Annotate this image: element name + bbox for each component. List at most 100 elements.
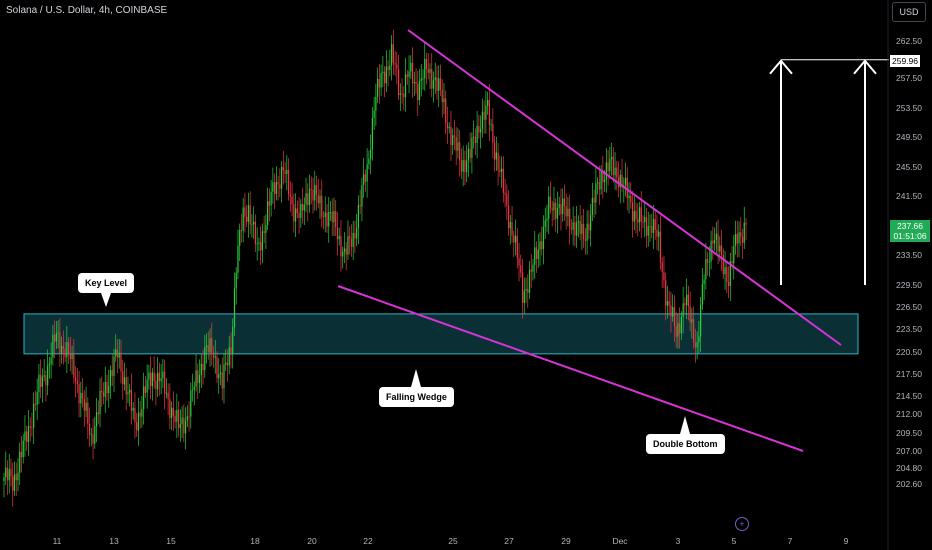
candle-body: [274, 182, 276, 194]
candle-body: [90, 434, 92, 436]
candle-body: [486, 100, 489, 106]
candle-body: [275, 182, 277, 194]
candle-body: [630, 195, 632, 203]
candle-body: [389, 65, 391, 70]
candle-body: [417, 83, 419, 101]
candle-body: [6, 467, 9, 481]
x-tick-label: 13: [109, 536, 119, 546]
candle-body: [686, 294, 688, 306]
arrow-up-icon: [769, 59, 793, 75]
y-tick-label: 249.50: [896, 132, 922, 143]
x-tick-label: 9: [843, 536, 849, 546]
candle-body: [202, 363, 204, 371]
candle-body: [385, 66, 387, 84]
candle-body: [247, 205, 250, 222]
candle-body: [8, 469, 10, 481]
candle-body: [576, 222, 578, 236]
candle-body: [284, 170, 286, 175]
candle-body: [172, 407, 174, 416]
candle-body: [706, 259, 709, 263]
candle-body: [469, 148, 471, 158]
candle-body: [638, 207, 641, 223]
candle-body: [146, 379, 148, 393]
candle-body: [34, 403, 37, 405]
x-tick-label: 25: [448, 536, 458, 546]
candle-body: [177, 409, 180, 428]
countdown-value: 01:51:06: [893, 231, 927, 241]
candle-body: [680, 317, 683, 334]
candle-body: [74, 377, 77, 382]
candle-body: [734, 234, 737, 247]
candle-body: [324, 212, 326, 217]
candle-body: [364, 174, 367, 182]
candle-body: [741, 236, 744, 243]
candle-body: [113, 356, 115, 377]
candle-body: [221, 372, 223, 389]
candle-body: [167, 392, 169, 400]
candle-body: [439, 78, 442, 90]
candle-body: [130, 389, 133, 411]
candle-body: [530, 269, 532, 272]
candle-body: [415, 82, 417, 84]
candle-body: [644, 217, 646, 222]
candle-body: [127, 392, 129, 395]
candle-body: [179, 424, 181, 428]
candle-body: [712, 240, 714, 244]
plus-circle-icon[interactable]: +: [735, 517, 749, 531]
candle-body: [471, 137, 473, 158]
candle-body: [523, 290, 525, 303]
candle-body: [534, 247, 536, 265]
candle-body: [122, 371, 124, 385]
candle-body: [507, 205, 510, 229]
candle-body: [504, 192, 506, 195]
currency-button[interactable]: USD: [892, 2, 926, 22]
candle-body: [452, 135, 454, 145]
candle-body: [537, 249, 539, 260]
candle-body: [567, 208, 569, 217]
candle-body: [270, 191, 272, 206]
candle-body: [457, 142, 459, 151]
candle-body: [125, 377, 127, 395]
candle-body: [579, 221, 581, 234]
candle-body: [621, 174, 623, 188]
target-price-tag: 259.96: [890, 55, 920, 67]
candle-body: [280, 166, 283, 189]
candle-body: [560, 204, 562, 215]
candle-body: [590, 214, 592, 231]
candle-body: [520, 265, 522, 273]
x-tick-label: 20: [307, 536, 317, 546]
candle-body: [176, 409, 178, 422]
candle-body: [640, 207, 642, 222]
candle-body: [350, 238, 353, 247]
candle-body: [333, 211, 335, 223]
candle-body: [403, 93, 405, 98]
candle-body: [356, 227, 358, 239]
candle-body: [296, 208, 298, 214]
y-tick-label: 245.50: [896, 161, 922, 172]
candle-body: [740, 232, 742, 237]
candle-body: [207, 345, 209, 353]
candle-body: [48, 363, 51, 366]
candle-body: [481, 111, 483, 129]
candle-body: [312, 189, 314, 201]
candle-body: [460, 160, 463, 172]
candle-body: [366, 164, 368, 182]
candle-body: [342, 251, 344, 257]
candle-body: [242, 207, 244, 231]
candle-body: [410, 62, 412, 72]
candle-body: [78, 384, 80, 404]
y-tick-label: 220.50: [896, 346, 922, 357]
candle-body: [438, 78, 440, 91]
candle-body: [328, 212, 330, 227]
candle-body: [209, 338, 211, 353]
candle-body: [301, 203, 304, 211]
candle-body: [305, 193, 307, 205]
candle-body: [359, 205, 361, 207]
candle-body: [52, 334, 54, 358]
candle-body: [719, 245, 721, 252]
candle-body: [57, 332, 59, 334]
candle-body: [584, 239, 586, 241]
candle-body: [525, 289, 527, 291]
candle-body: [251, 224, 253, 226]
